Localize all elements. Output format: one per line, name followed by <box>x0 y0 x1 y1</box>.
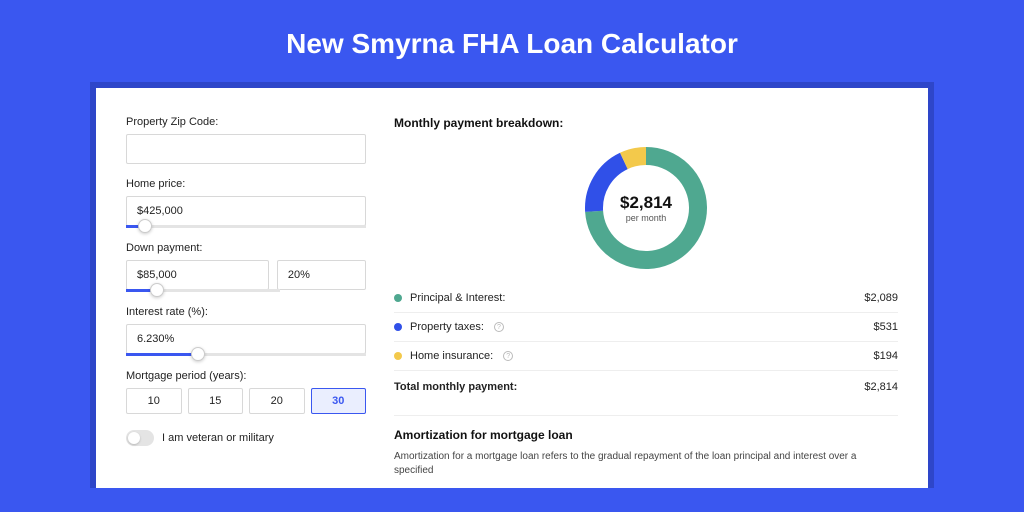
legend-row-0: Principal & Interest: $2,089 <box>394 284 898 312</box>
info-icon[interactable]: ? <box>503 351 513 361</box>
period-btn-10[interactable]: 10 <box>126 388 182 414</box>
legend-total-row: Total monthly payment: $2,814 <box>394 370 898 401</box>
home-price-input[interactable] <box>126 196 366 226</box>
legend-value: $194 <box>874 350 898 362</box>
interest-input[interactable] <box>126 324 366 354</box>
legend-dot <box>394 294 402 302</box>
home-price-row: Home price: <box>126 178 366 228</box>
donut-sub: per month <box>626 213 667 223</box>
down-payment-slider-thumb[interactable] <box>150 283 164 297</box>
legend: Principal & Interest: $2,089 Property taxe… <box>394 284 898 370</box>
down-payment-slider[interactable] <box>126 289 280 292</box>
donut-wrap: $2,814 per month <box>394 142 898 284</box>
period-btn-30[interactable]: 30 <box>311 388 367 414</box>
legend-label: Home insurance: <box>410 350 493 362</box>
period-row: Mortgage period (years): 10152030 <box>126 370 366 414</box>
legend-dot <box>394 323 402 331</box>
zip-label: Property Zip Code: <box>126 116 366 128</box>
interest-label: Interest rate (%): <box>126 306 366 318</box>
amortization-section: Amortization for mortgage loan Amortizat… <box>394 415 898 478</box>
legend-label: Principal & Interest: <box>410 292 505 304</box>
home-price-slider[interactable] <box>126 225 366 228</box>
period-label: Mortgage period (years): <box>126 370 366 382</box>
home-price-slider-thumb[interactable] <box>138 219 152 233</box>
zip-row: Property Zip Code: <box>126 116 366 164</box>
legend-row-1: Property taxes:? $531 <box>394 312 898 341</box>
veteran-row: I am veteran or military <box>126 430 366 446</box>
info-icon[interactable]: ? <box>494 322 504 332</box>
veteran-toggle[interactable] <box>126 430 154 446</box>
period-btn-15[interactable]: 15 <box>188 388 244 414</box>
legend-label: Property taxes: <box>410 321 484 333</box>
period-btn-20[interactable]: 20 <box>249 388 305 414</box>
legend-value: $531 <box>874 321 898 333</box>
page-title: New Smyrna FHA Loan Calculator <box>0 0 1024 82</box>
breakdown-title: Monthly payment breakdown: <box>394 116 898 130</box>
legend-value: $2,089 <box>864 292 898 304</box>
interest-slider[interactable] <box>126 353 366 356</box>
veteran-label: I am veteran or military <box>162 432 274 444</box>
home-price-label: Home price: <box>126 178 366 190</box>
form-column: Property Zip Code: Home price: Down paym… <box>126 116 366 478</box>
donut-chart: $2,814 per month <box>584 146 708 270</box>
period-buttons: 10152030 <box>126 388 366 414</box>
donut-center: $2,814 per month <box>604 166 688 250</box>
amortization-text: Amortization for a mortgage loan refers … <box>394 450 898 478</box>
interest-row: Interest rate (%): <box>126 306 366 356</box>
breakdown-column: Monthly payment breakdown: $2,814 per mo… <box>394 116 898 478</box>
zip-input[interactable] <box>126 134 366 164</box>
legend-total-label: Total monthly payment: <box>394 381 517 393</box>
card-shadow: Property Zip Code: Home price: Down paym… <box>90 82 934 488</box>
down-payment-input[interactable] <box>126 260 269 290</box>
down-payment-row: Down payment: <box>126 242 366 292</box>
legend-row-2: Home insurance:? $194 <box>394 341 898 370</box>
down-payment-pct-input[interactable] <box>277 260 366 290</box>
donut-amount: $2,814 <box>620 193 672 213</box>
veteran-toggle-knob <box>128 432 140 444</box>
down-payment-label: Down payment: <box>126 242 366 254</box>
amortization-title: Amortization for mortgage loan <box>394 428 898 442</box>
interest-slider-fill <box>126 353 198 356</box>
legend-total-value: $2,814 <box>864 381 898 393</box>
legend-dot <box>394 352 402 360</box>
calculator-card: Property Zip Code: Home price: Down paym… <box>96 88 928 488</box>
interest-slider-thumb[interactable] <box>191 347 205 361</box>
